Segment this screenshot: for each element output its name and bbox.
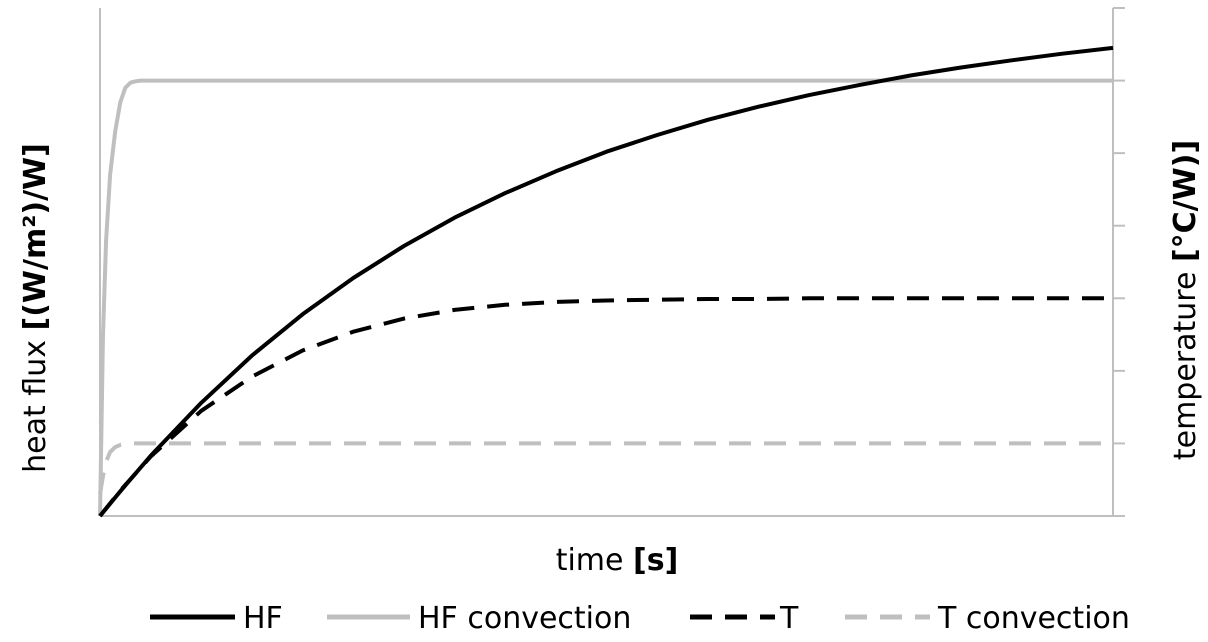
- y-axis-label-right: temperature [°C/W)]: [1168, 140, 1203, 460]
- legend-label-t-convection: T convection: [937, 601, 1130, 636]
- legend: HF HF convection T T convection: [150, 601, 1130, 636]
- x-axis-label-text: time: [556, 543, 633, 578]
- y-axis-label-left: heat flux [(W/m²)/W]: [18, 143, 53, 473]
- series-line-t: [98, 296, 1113, 518]
- y-axis-label-left-unit: [(W/m²)/W]: [18, 143, 53, 330]
- axes: [99, 7, 1125, 517]
- y-axis-label-right-unit: [°C/W)]: [1168, 140, 1203, 262]
- legend-label-t: T: [779, 601, 799, 636]
- x-axis-label: time [s]: [556, 543, 679, 578]
- y-axis-label-left-text: heat flux: [18, 330, 53, 472]
- series-line-hf-convection: [98, 78, 1113, 517]
- legend-label-hf: HF: [243, 601, 283, 636]
- legend-label-hf-convection: HF convection: [418, 601, 631, 636]
- series-line-hf: [98, 45, 1114, 518]
- series-layer: [98, 45, 1114, 518]
- series-line-t-convection: [98, 441, 1113, 495]
- x-axis-label-unit: [s]: [633, 543, 678, 578]
- y-axis-label-right-text: temperature: [1168, 262, 1203, 460]
